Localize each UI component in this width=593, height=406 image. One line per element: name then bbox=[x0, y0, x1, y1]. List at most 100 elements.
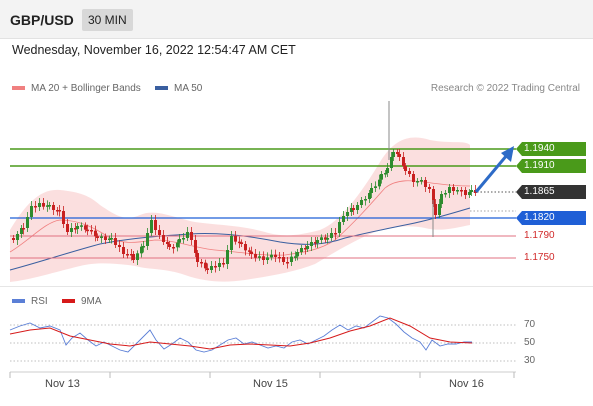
candle-body bbox=[338, 222, 341, 233]
candle-body bbox=[262, 256, 265, 260]
candle-body bbox=[234, 236, 237, 242]
candle-body bbox=[168, 244, 171, 247]
rsi-level-70: 70 bbox=[524, 319, 536, 330]
candle-body bbox=[378, 179, 381, 187]
rsi-level-30: 30 bbox=[524, 355, 536, 366]
candle-body bbox=[324, 237, 327, 240]
legend-swatch-icon bbox=[155, 86, 168, 91]
credit-text: Research © 2022 Trading Central bbox=[430, 83, 580, 94]
legend-swatch-icon bbox=[12, 299, 25, 304]
candle-body bbox=[452, 187, 455, 191]
candle-body bbox=[346, 212, 349, 216]
candle-body bbox=[210, 266, 213, 270]
candle-body bbox=[330, 233, 333, 238]
candle-body bbox=[150, 220, 153, 233]
x-label-nov13: Nov 13 bbox=[45, 378, 80, 390]
candle-body bbox=[274, 254, 277, 257]
candle-body bbox=[296, 252, 299, 257]
candle-body bbox=[16, 234, 19, 240]
candle-body bbox=[178, 239, 181, 243]
x-label-nov15: Nov 15 bbox=[253, 378, 288, 390]
candle-body bbox=[470, 190, 473, 192]
candle-body bbox=[244, 244, 247, 251]
candle-body bbox=[90, 230, 93, 232]
candle-body bbox=[314, 242, 317, 244]
candle-body bbox=[186, 232, 189, 238]
support-2-label: 1.1750 bbox=[524, 252, 555, 263]
candle-body bbox=[460, 190, 463, 192]
candle-body bbox=[58, 210, 61, 212]
bollinger-band bbox=[10, 137, 470, 282]
candle-body bbox=[424, 180, 427, 187]
candle-body bbox=[468, 192, 471, 195]
candle-body bbox=[114, 238, 117, 245]
candle-body bbox=[104, 236, 107, 240]
resistance-1-tag: 1.1910 bbox=[516, 159, 586, 173]
candle-body bbox=[218, 263, 221, 267]
resistance-2-tag: 1.1940 bbox=[516, 142, 586, 156]
legend-rsi: RSI bbox=[12, 296, 48, 307]
candle-body bbox=[404, 166, 407, 171]
candle-body bbox=[316, 240, 319, 243]
candle-body bbox=[108, 238, 111, 240]
candle-body bbox=[122, 247, 125, 254]
candle-body bbox=[130, 254, 133, 256]
candle-body bbox=[146, 233, 149, 246]
legend-ma-bb-label: MA 20 + Bollinger Bands bbox=[31, 83, 141, 94]
candle-body bbox=[248, 250, 251, 252]
candle-body bbox=[254, 254, 257, 258]
candle-body bbox=[258, 256, 261, 258]
candle-body bbox=[42, 203, 45, 207]
candle-body bbox=[86, 229, 89, 232]
candle-body bbox=[194, 240, 197, 253]
candle-body bbox=[196, 253, 199, 262]
candle-body bbox=[412, 174, 415, 182]
candle-body bbox=[374, 186, 377, 188]
candle-body bbox=[438, 204, 441, 215]
candle-body bbox=[182, 238, 185, 240]
candle-body bbox=[84, 225, 87, 230]
candle-body bbox=[238, 241, 241, 244]
legend-ma-bb: MA 20 + Bollinger Bands bbox=[12, 83, 141, 94]
candle-body bbox=[136, 253, 139, 260]
candle-body bbox=[350, 208, 353, 212]
timeframe-badge[interactable]: 30 MIN bbox=[82, 9, 133, 31]
candle-body bbox=[290, 256, 293, 262]
legend-swatch-icon bbox=[62, 299, 75, 304]
candle-body bbox=[52, 205, 55, 210]
candle-body bbox=[190, 232, 193, 240]
candle-body bbox=[396, 152, 399, 154]
candle-body bbox=[392, 152, 395, 157]
ma50-line bbox=[9, 207, 471, 271]
pivot-tag: 1.1820 bbox=[516, 211, 586, 225]
forecast-arrow-head-icon bbox=[501, 146, 514, 162]
candle-body bbox=[390, 157, 393, 168]
candle-body bbox=[142, 246, 145, 248]
candle-body bbox=[386, 168, 389, 173]
forecast-arrow bbox=[474, 154, 509, 193]
candle-body bbox=[250, 251, 253, 254]
candle-body bbox=[46, 205, 49, 207]
candle-body bbox=[34, 206, 37, 208]
candle-body bbox=[420, 180, 423, 182]
candle-body bbox=[398, 154, 401, 157]
candle-body bbox=[440, 194, 443, 204]
candle-body bbox=[408, 171, 411, 174]
legend-rsi-label: RSI bbox=[31, 296, 48, 307]
candle-body bbox=[30, 206, 33, 217]
candle-body bbox=[456, 190, 459, 192]
candle-body bbox=[240, 242, 243, 244]
candle-body bbox=[200, 262, 203, 264]
candle-body bbox=[132, 254, 135, 260]
candlestick-series bbox=[12, 101, 477, 274]
candle-body bbox=[126, 254, 129, 256]
candle-body bbox=[230, 236, 233, 250]
support-1-label: 1.1790 bbox=[524, 230, 555, 241]
candle-body bbox=[48, 205, 51, 207]
candle-body bbox=[356, 205, 359, 210]
candle-body bbox=[118, 245, 121, 247]
candle-body bbox=[154, 220, 157, 230]
candle-body bbox=[76, 226, 79, 229]
legend-9ma-label: 9MA bbox=[81, 296, 102, 307]
